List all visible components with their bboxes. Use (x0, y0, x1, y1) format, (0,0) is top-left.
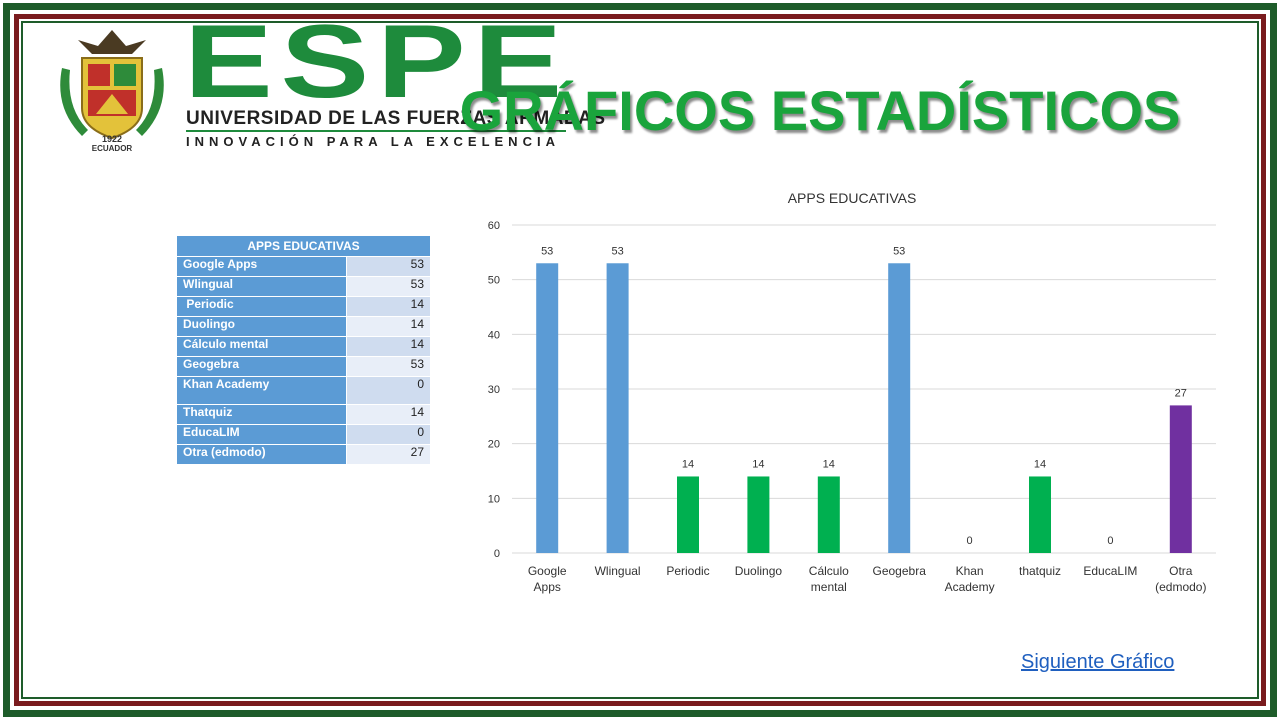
x-tick-label: Otra (1169, 564, 1193, 578)
page-title: GRÁFICOS ESTADÍSTICOS (459, 79, 1181, 142)
table-title: APPS EDUCATIVAS (176, 235, 431, 257)
inner-green-border (21, 21, 1259, 699)
table-cell-value: 53 (346, 356, 431, 377)
white-inner-gap (19, 19, 1261, 701)
espe-logo-word: ESPE (184, 4, 570, 120)
table-cell-label: Geogebra (176, 356, 347, 377)
data-label: 14 (823, 458, 835, 470)
table-cell-label: Cálculo mental (176, 336, 347, 357)
table-cell-value: 14 (346, 404, 431, 425)
y-tick-label: 60 (488, 220, 500, 232)
table-cell-value: 0 (346, 376, 431, 405)
chart-gridlines (512, 224, 1216, 554)
espe-crest-logo: 1922 ECUADOR (60, 30, 164, 152)
table-cell-label: Thatquiz (176, 404, 347, 425)
x-tick-label: EducaLIM (1083, 564, 1137, 578)
apps-data-table: APPS EDUCATIVAS Google Apps 53 Wlingual … (176, 235, 431, 465)
x-tick-label: Khan (956, 564, 984, 578)
table-row: Periodic 14 (176, 296, 431, 317)
x-tick-label: Duolingo (735, 564, 783, 578)
table-cell-label: Periodic (176, 296, 347, 317)
table-cell-value: 0 (346, 424, 431, 445)
data-label: 27 (1175, 387, 1187, 399)
crest-caption: ECUADOR (92, 144, 133, 152)
x-tick-label: Cálculo (809, 564, 849, 578)
chart-bars (536, 263, 1192, 553)
bar (817, 476, 840, 553)
x-tick-label: (edmodo) (1155, 580, 1206, 594)
table-cell-value: 14 (346, 316, 431, 337)
data-label: 53 (611, 245, 623, 257)
table-cell-label: Duolingo (176, 316, 347, 337)
table-cell-value: 14 (346, 336, 431, 357)
table-row: Geogebra 53 (176, 356, 431, 377)
data-label: 0 (967, 535, 973, 547)
bar (606, 263, 629, 553)
table-cell-value: 53 (346, 276, 431, 297)
x-tick-label: Geogebra (873, 564, 927, 578)
table-cell-value: 27 (346, 444, 431, 465)
bar (677, 476, 699, 553)
apps-bar-chart: APPS EDUCATIVAS 0 10 20 30 40 50 60 53 53 14 14 14… (488, 190, 1216, 594)
data-label: 0 (1107, 535, 1113, 547)
table-row: Cálculo mental 14 (176, 336, 431, 357)
y-tick-label: 30 (488, 384, 500, 396)
bar (888, 263, 911, 553)
bar (747, 476, 770, 553)
table-cell-value: 53 (346, 256, 431, 277)
table-cell-label: Wlingual (176, 276, 347, 297)
red-border (14, 14, 1266, 706)
table-row: EducaLIM 0 (176, 424, 431, 445)
y-tick-label: 0 (494, 548, 500, 560)
crest-year: 1922 (102, 134, 122, 144)
data-label: 53 (541, 245, 553, 257)
table-cell-value: 14 (346, 296, 431, 317)
table-row: Wlingual 53 (176, 276, 431, 297)
chart-y-axis: 0 10 20 30 40 50 60 (488, 220, 500, 560)
table-header-row: APPS EDUCATIVAS (176, 235, 431, 257)
y-tick-label: 40 (488, 329, 500, 341)
y-tick-label: 20 (488, 439, 500, 451)
table-cell-label: Otra (edmodo) (176, 444, 347, 465)
bar (1029, 476, 1051, 553)
x-tick-label: Google (528, 564, 567, 578)
table-cell-label: Google Apps (176, 256, 347, 277)
y-tick-label: 50 (488, 275, 500, 287)
x-tick-label: Apps (534, 580, 561, 594)
x-tick-label: Academy (945, 580, 995, 594)
chart-data-labels: 53 53 14 14 14 53 0 14 0 27 (541, 245, 1187, 547)
bar (1169, 405, 1192, 553)
chart-title: APPS EDUCATIVAS (788, 190, 917, 206)
table-cell-label: EducaLIM (176, 424, 347, 445)
table-row: Thatquiz 14 (176, 404, 431, 425)
bar (536, 263, 559, 553)
data-label: 53 (893, 245, 905, 257)
y-tick-label: 10 (488, 493, 500, 505)
logo-motto: INNOVACIÓN PARA LA EXCELENCIA (186, 134, 560, 149)
table-cell-label: Khan Academy (176, 376, 347, 405)
next-chart-link[interactable]: Siguiente Gráfico (1021, 651, 1175, 673)
white-border-gap (10, 10, 1270, 710)
chart-x-axis: Google Apps Wlingual Periodic Duolingo Cálcul… (528, 564, 1207, 594)
x-tick-label: mental (811, 580, 847, 594)
table-row: Khan Academy 0 (176, 376, 431, 405)
outer-green-border (3, 3, 1277, 717)
table-row: Otra (edmodo) 27 (176, 444, 431, 465)
x-tick-label: thatquiz (1019, 564, 1061, 578)
x-tick-label: Wlingual (595, 564, 641, 578)
x-tick-label: Periodic (666, 564, 709, 578)
logo-divider (186, 130, 566, 132)
table-row: Google Apps 53 (176, 256, 431, 277)
data-label: 14 (1034, 458, 1046, 470)
data-label: 14 (752, 458, 764, 470)
data-label: 14 (682, 458, 694, 470)
logo-university-name: UNIVERSIDAD DE LAS FUERZAS ARMADAS (186, 108, 606, 129)
table-row: Duolingo 14 (176, 316, 431, 337)
